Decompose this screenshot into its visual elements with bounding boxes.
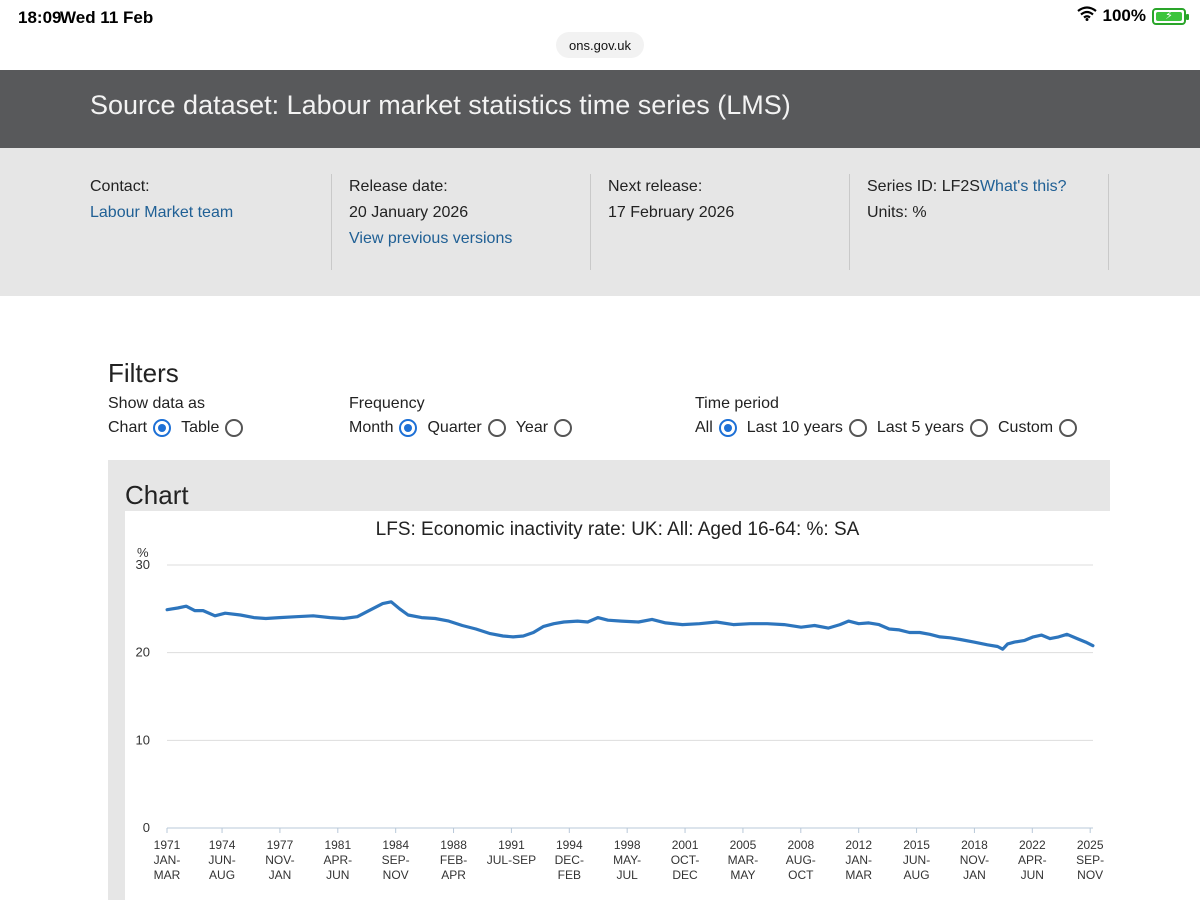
option-chart-label: Chart bbox=[108, 419, 148, 436]
year-radio[interactable] bbox=[554, 419, 573, 437]
last-5-years-radio[interactable] bbox=[970, 419, 988, 437]
option-last-5-years[interactable]: Last 5 years bbox=[877, 419, 994, 437]
y-tick-label-30: 30 bbox=[136, 557, 150, 572]
chart-radio[interactable] bbox=[153, 419, 172, 437]
page-title: Source dataset: Labour market statistics… bbox=[90, 90, 791, 120]
frequency-options: Month Quarter Year bbox=[349, 419, 582, 437]
status-indicators: 100% ⚡ bbox=[1076, 6, 1189, 26]
time-period-label: Time period bbox=[695, 395, 779, 412]
x-tick-label-1981: 1981 APR-JUN bbox=[323, 838, 352, 882]
option-table-label: Table bbox=[181, 419, 220, 436]
custom-radio[interactable] bbox=[1059, 419, 1078, 437]
y-tick-label-20: 20 bbox=[136, 645, 150, 660]
url-field[interactable]: ons.gov.uk bbox=[556, 32, 644, 58]
x-tick-label-1998: 1998 MAY-JUL bbox=[613, 838, 641, 882]
x-tick-label-1971: 1971 JAN-MAR bbox=[154, 838, 181, 882]
y-axis-unit-label: % bbox=[137, 545, 149, 560]
x-tick-label-1988: 1988 FEB-APR bbox=[440, 838, 467, 882]
battery-charging-icon: ⚡ bbox=[1152, 7, 1189, 25]
option-custom[interactable]: Custom bbox=[998, 419, 1083, 437]
series-column: Series ID: LF2SWhat's this? Units: % bbox=[867, 174, 1109, 270]
release-date-label: Release date: bbox=[349, 178, 448, 195]
option-table[interactable]: Table bbox=[181, 419, 249, 437]
battery-percentage: 100% bbox=[1102, 6, 1146, 25]
release-date-value: 20 January 2026 bbox=[349, 204, 469, 221]
chart-title: LFS: Economic inactivity rate: UK: All: … bbox=[375, 519, 860, 540]
x-tick-label-1974: 1974 JUN-AUG bbox=[208, 838, 235, 882]
option-year[interactable]: Year bbox=[516, 419, 578, 437]
dataset-metadata: Contact: Labour Market team Release date… bbox=[0, 148, 1200, 296]
line-chart: % 0 10 20 30 1971 JAN-MAR 1974 JUN-AUG 1977 NOV-JA… bbox=[136, 545, 1105, 882]
x-tick-label-2022: 2022 APR-JUN bbox=[1018, 838, 1047, 882]
show-data-as-options: Chart Table bbox=[108, 419, 253, 437]
option-custom-label: Custom bbox=[998, 419, 1054, 436]
option-all-label: All bbox=[695, 419, 713, 436]
quarter-radio[interactable] bbox=[487, 419, 506, 437]
x-tick-label-2008: 2008 AUG-OCT bbox=[786, 838, 816, 882]
option-month-label: Month bbox=[349, 419, 394, 436]
y-tick-label-0: 0 bbox=[143, 820, 150, 835]
option-quarter-label: Quarter bbox=[427, 419, 482, 436]
x-tick-label-2025: 2025 SEP-NOV bbox=[1076, 838, 1104, 882]
filters-heading: Filters bbox=[108, 358, 179, 388]
x-tick-label-2018: 2018 NOV-JAN bbox=[960, 838, 989, 882]
next-release-label: Next release: bbox=[608, 178, 703, 195]
status-date: Wed 11 Feb bbox=[60, 8, 154, 27]
wifi-icon bbox=[1076, 6, 1097, 26]
chart-container: LFS: Economic inactivity rate: UK: All: … bbox=[125, 511, 1110, 900]
show-data-as-label: Show data as bbox=[108, 395, 205, 412]
option-month[interactable]: Month bbox=[349, 419, 423, 437]
option-year-label: Year bbox=[515, 419, 549, 436]
frequency-label: Frequency bbox=[349, 395, 425, 412]
option-quarter[interactable]: Quarter bbox=[427, 419, 511, 437]
next-release-column: Next release: 17 February 2026 bbox=[608, 174, 850, 270]
chart-heading: Chart bbox=[125, 480, 189, 510]
x-tick-label-1994: 1994 DEC-FEB bbox=[555, 838, 584, 882]
browser-url-bar: ons.gov.uk bbox=[0, 28, 1200, 62]
table-radio[interactable] bbox=[225, 419, 244, 437]
contact-column: Contact: Labour Market team bbox=[90, 174, 332, 270]
units-value: Units: % bbox=[867, 204, 927, 221]
next-release-value: 17 February 2026 bbox=[608, 204, 735, 221]
x-tick-label-2012: 2012 JAN-MAR bbox=[845, 838, 872, 882]
time-period-options: All Last 10 years Last 5 years Custom bbox=[695, 419, 1087, 437]
option-chart[interactable]: Chart bbox=[108, 419, 177, 437]
x-tick-label-1977: 1977 NOV-JAN bbox=[265, 838, 294, 882]
series-line-0 bbox=[165, 600, 1095, 651]
series-id: Series ID: LF2S bbox=[867, 178, 980, 195]
series-id-row: Series ID: LF2SWhat's this? bbox=[867, 174, 1108, 200]
contact-link[interactable]: Labour Market team bbox=[90, 204, 234, 221]
contact-label: Contact: bbox=[90, 178, 150, 195]
x-tick-label-2005: 2005 MAR-MAY bbox=[728, 838, 759, 882]
release-column: Release date: 20 January 2026 View previ… bbox=[349, 174, 591, 270]
status-time: 18:09 bbox=[18, 8, 62, 27]
option-all[interactable]: All bbox=[695, 419, 743, 437]
month-radio[interactable] bbox=[399, 419, 418, 437]
option-last-5-years-label: Last 5 years bbox=[876, 419, 964, 436]
x-tick-label-1984: 1984 SEP-NOV bbox=[382, 838, 410, 882]
whats-this-link[interactable]: What's this? bbox=[979, 178, 1067, 195]
all-radio[interactable] bbox=[718, 419, 737, 437]
option-last-10-years[interactable]: Last 10 years bbox=[747, 419, 873, 437]
x-tick-label-2001: 2001 OCT-DEC bbox=[671, 838, 700, 882]
last-10-years-radio[interactable] bbox=[848, 419, 867, 437]
page-header: Source dataset: Labour market statistics… bbox=[0, 70, 1200, 148]
y-tick-label-10: 10 bbox=[136, 732, 150, 747]
x-tick-label-1991: 1991 JUL-SEP bbox=[487, 838, 536, 867]
x-tick-label-2015: 2015 JUN-AUG bbox=[903, 838, 930, 882]
option-last-10-years-label: Last 10 years bbox=[746, 419, 843, 436]
view-previous-versions-link[interactable]: View previous versions bbox=[349, 230, 513, 247]
